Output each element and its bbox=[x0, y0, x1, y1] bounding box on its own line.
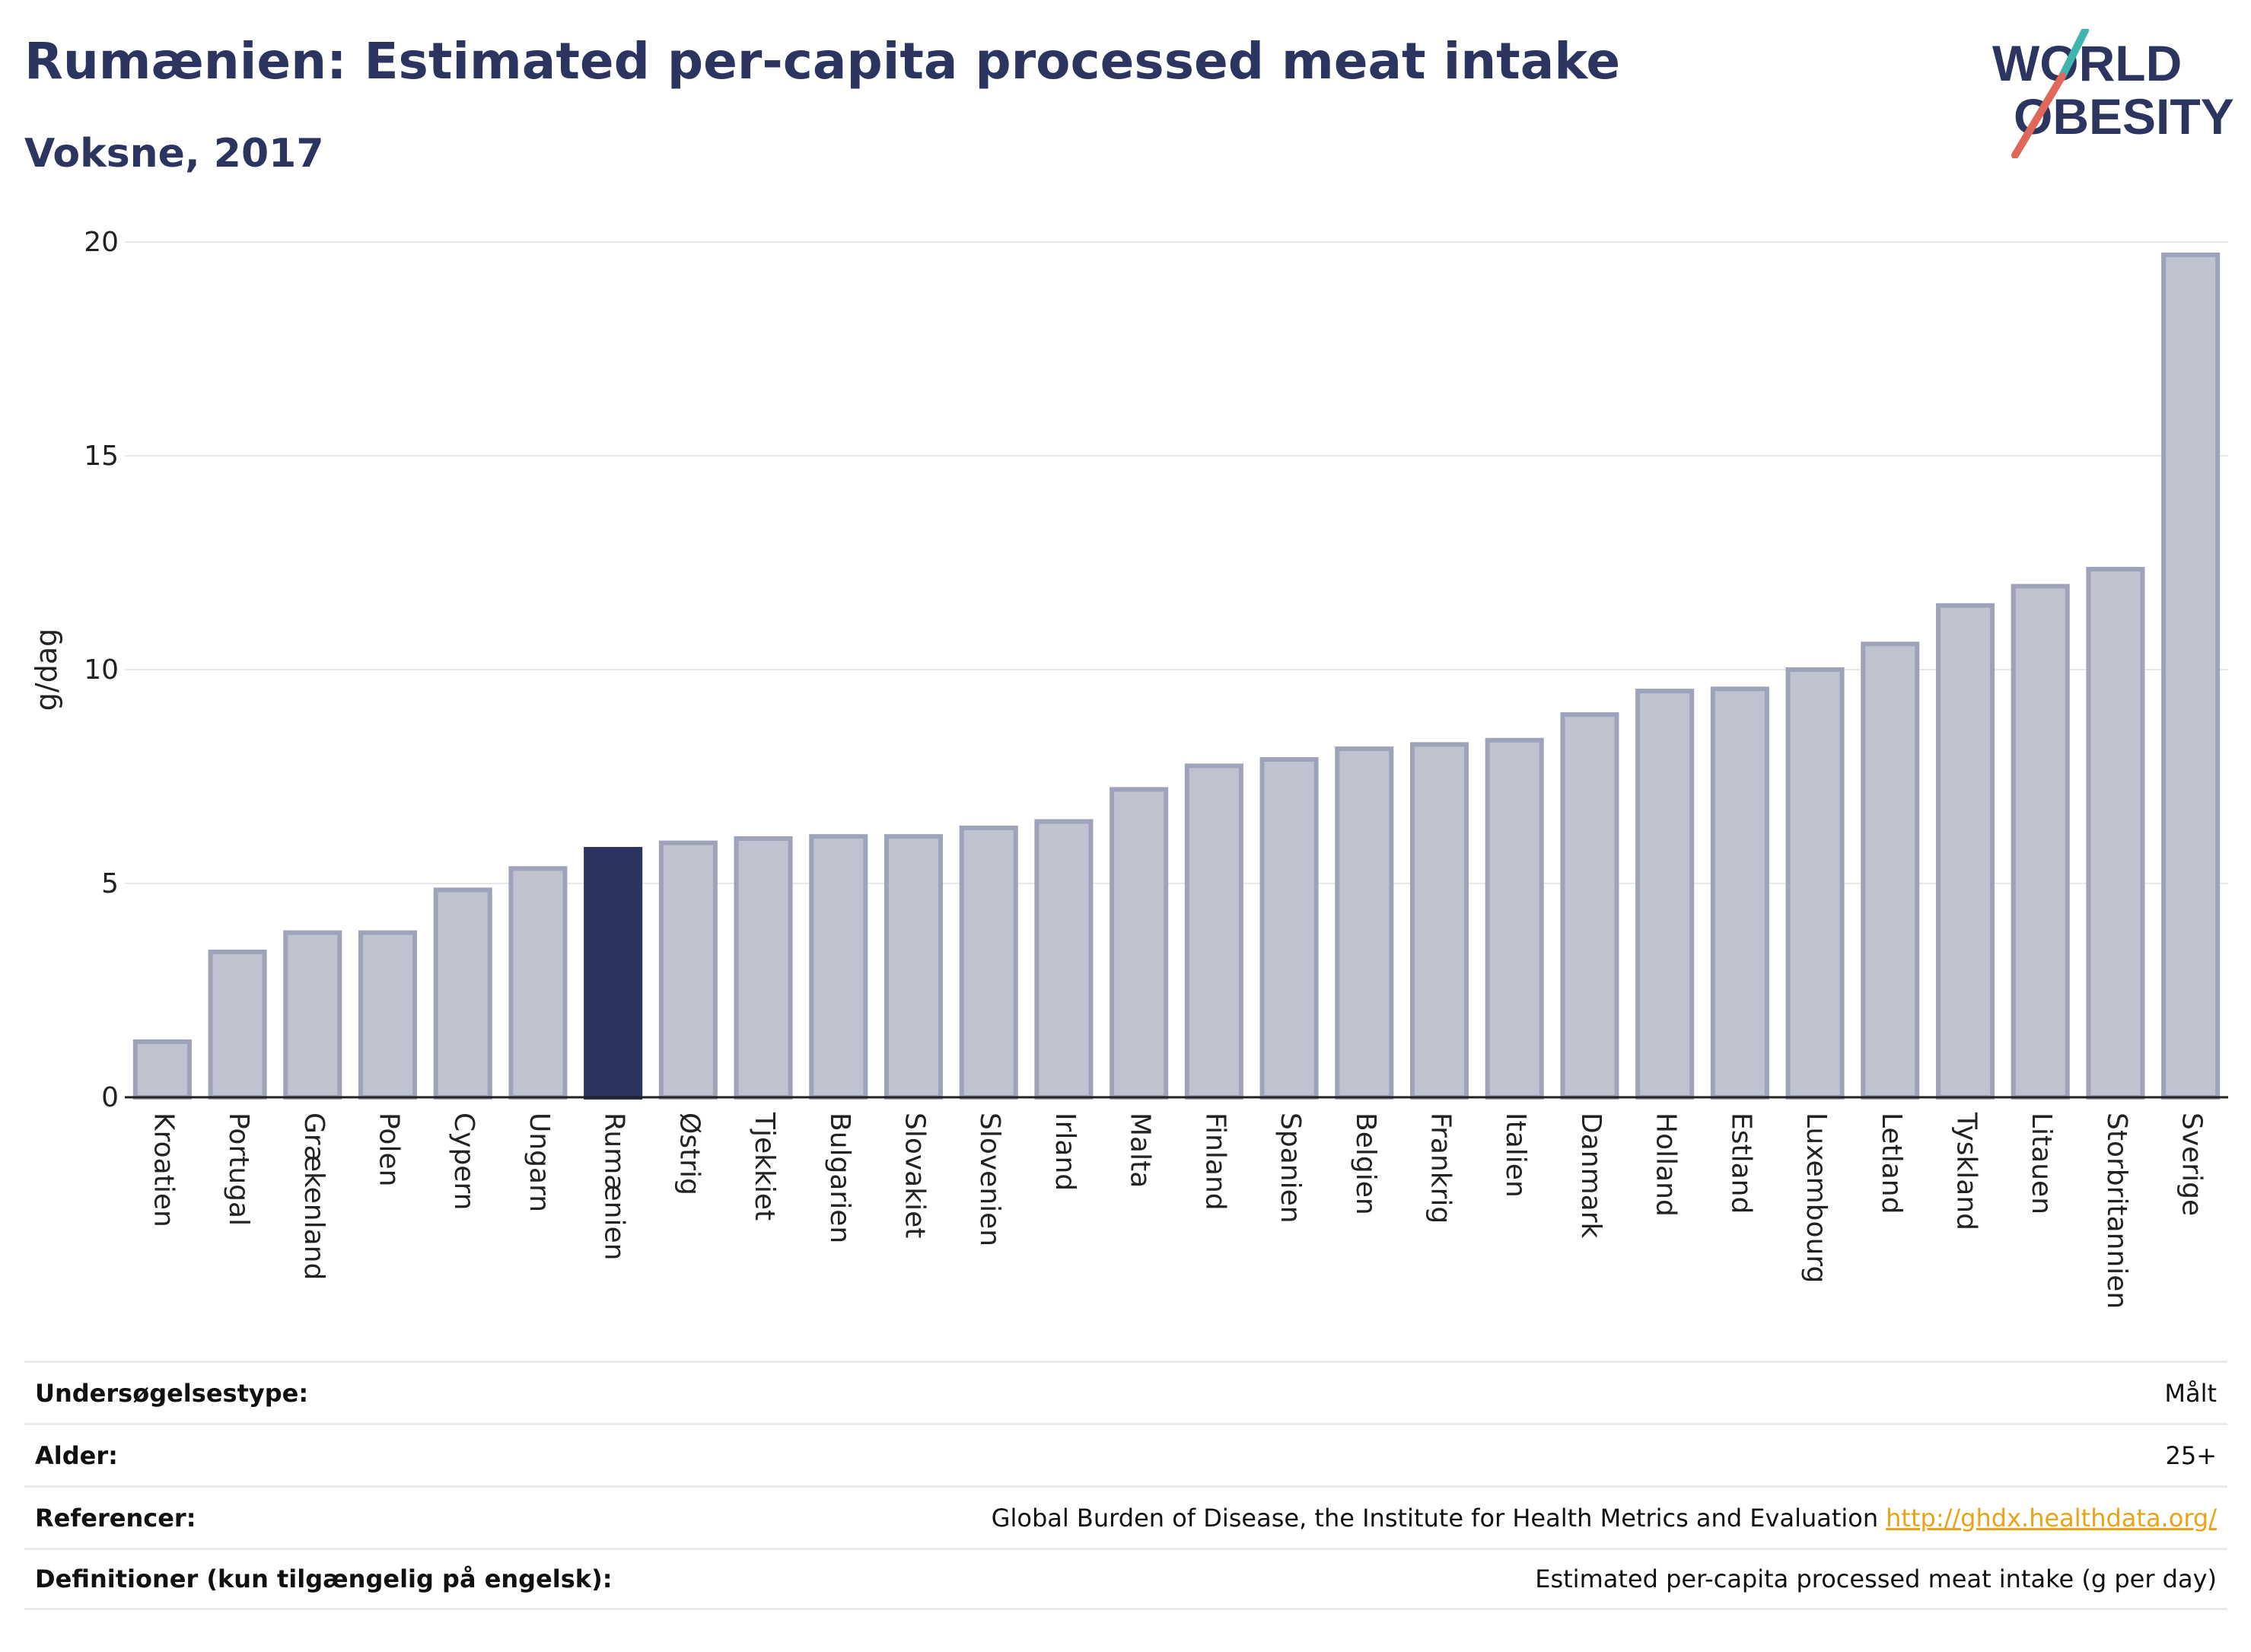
bar bbox=[1785, 667, 1845, 1100]
y-tick-label: 10 bbox=[84, 654, 119, 686]
y-tick-label: 20 bbox=[84, 227, 119, 258]
bar bbox=[2161, 252, 2221, 1100]
bar bbox=[1560, 712, 1619, 1100]
bar bbox=[132, 1039, 192, 1100]
bar bbox=[1710, 686, 1769, 1100]
bar bbox=[1409, 742, 1469, 1100]
x-tick-label: Tjekkiet bbox=[749, 1112, 780, 1221]
x-tick-label: Sverige bbox=[2176, 1112, 2208, 1216]
info-value-wrapper: Global Burden of Disease, the Institute … bbox=[992, 1504, 2217, 1533]
bar bbox=[1635, 689, 1695, 1100]
bar bbox=[1110, 787, 1169, 1100]
reference-link[interactable]: http://ghdx.healthdata.org/ bbox=[1886, 1503, 2217, 1533]
chart-subtitle: Voksne, 2017 bbox=[24, 131, 324, 177]
y-tick-label: 0 bbox=[101, 1082, 119, 1113]
x-tick-label: Slovakiet bbox=[899, 1112, 931, 1238]
bar bbox=[1861, 641, 1920, 1100]
info-label: Referencer: bbox=[35, 1503, 196, 1533]
info-label: Alder: bbox=[35, 1440, 118, 1470]
bar-chart: 0 5 10 15 20 g/dag Kroatien Portugal Grækenland P… bbox=[30, 227, 2228, 1309]
bar bbox=[1034, 819, 1094, 1100]
x-tick-label: Frankrig bbox=[1425, 1112, 1457, 1224]
bar bbox=[1184, 763, 1243, 1100]
x-tick-label: Holland bbox=[1651, 1112, 1682, 1217]
x-tick-label: Bulgarien bbox=[824, 1112, 855, 1243]
chart-title: Rumænien: Estimated per-capita processed… bbox=[24, 32, 1621, 91]
info-row-references: Referencer: Global Burden of Disease, th… bbox=[24, 1485, 2227, 1548]
bar bbox=[283, 930, 342, 1100]
bar bbox=[1259, 757, 1319, 1100]
bar bbox=[884, 834, 944, 1100]
x-tick-label: Østrig bbox=[673, 1112, 705, 1195]
x-tick-label: Rumænien bbox=[599, 1112, 630, 1260]
y-tick-label: 5 bbox=[101, 868, 119, 899]
x-tick-label: Litauen bbox=[2026, 1112, 2057, 1214]
world-obesity-logo: WORLD OBESITY bbox=[1992, 29, 2234, 158]
bar bbox=[1335, 746, 1394, 1100]
x-tick-label: Malta bbox=[1125, 1112, 1156, 1188]
x-tick-label: Portugal bbox=[223, 1112, 254, 1226]
bar bbox=[2086, 566, 2145, 1100]
logo-slash-red bbox=[2011, 72, 2066, 158]
x-tick-label: Cypern bbox=[448, 1112, 479, 1210]
info-value: Estimated per-capita processed meat inta… bbox=[1535, 1564, 2217, 1593]
bar bbox=[959, 825, 1018, 1100]
bar bbox=[1935, 603, 1995, 1100]
info-value: Global Burden of Disease, the Institute … bbox=[991, 1503, 1879, 1533]
x-tick-label: Luxembourg bbox=[1800, 1112, 1832, 1283]
info-value: Målt bbox=[2164, 1378, 2217, 1408]
x-tick-label: Italien bbox=[1500, 1112, 1531, 1198]
x-tick-label: Finland bbox=[1199, 1112, 1231, 1211]
x-tick-label: Spanien bbox=[1275, 1112, 1306, 1224]
bar bbox=[358, 930, 418, 1100]
info-row-survey-type: Undersøgelsestype: Målt bbox=[24, 1361, 2227, 1423]
info-label: Definitioner (kun tilgængelig på engelsk… bbox=[35, 1564, 613, 1593]
x-tick-label: Danmark bbox=[1575, 1112, 1606, 1239]
bar bbox=[734, 836, 793, 1100]
y-axis-label: g/dag bbox=[30, 629, 63, 711]
x-tick-label: Storbritannien bbox=[2101, 1112, 2132, 1309]
bar bbox=[433, 887, 492, 1100]
bar bbox=[508, 866, 568, 1100]
bar bbox=[584, 847, 643, 1100]
bar bbox=[1485, 737, 1544, 1100]
x-tick-label: Grækenland bbox=[298, 1112, 330, 1280]
x-tick-label: Ungarn bbox=[524, 1112, 555, 1212]
info-row-definitions: Definitioner (kun tilgængelig på engelsk… bbox=[24, 1548, 2227, 1610]
info-row-age: Alder: 25+ bbox=[24, 1423, 2227, 1485]
x-tick-label: Tyskland bbox=[1951, 1112, 1982, 1230]
x-tick-label: Kroatien bbox=[148, 1112, 179, 1227]
info-value: 25+ bbox=[2165, 1440, 2217, 1470]
bar bbox=[658, 840, 718, 1100]
bar bbox=[2011, 584, 2070, 1100]
y-tick-label: 15 bbox=[84, 441, 119, 472]
logo-text-line1: WORLD bbox=[1992, 35, 2182, 91]
x-tick-label: Letland bbox=[1876, 1112, 1907, 1214]
x-tick-label: Estland bbox=[1725, 1112, 1756, 1214]
bar bbox=[809, 834, 868, 1100]
bar bbox=[208, 949, 267, 1100]
x-tick-label: Slovenien bbox=[974, 1112, 1005, 1246]
x-tick-label: Polen bbox=[374, 1112, 405, 1186]
x-tick-label: Belgien bbox=[1350, 1112, 1381, 1215]
info-label: Undersøgelsestype: bbox=[35, 1378, 309, 1408]
info-table: Undersøgelsestype: Målt Alder: 25+ Refer… bbox=[24, 1361, 2227, 1610]
logo-slash-teal bbox=[2058, 29, 2089, 80]
x-tick-label: Irland bbox=[1049, 1112, 1081, 1191]
